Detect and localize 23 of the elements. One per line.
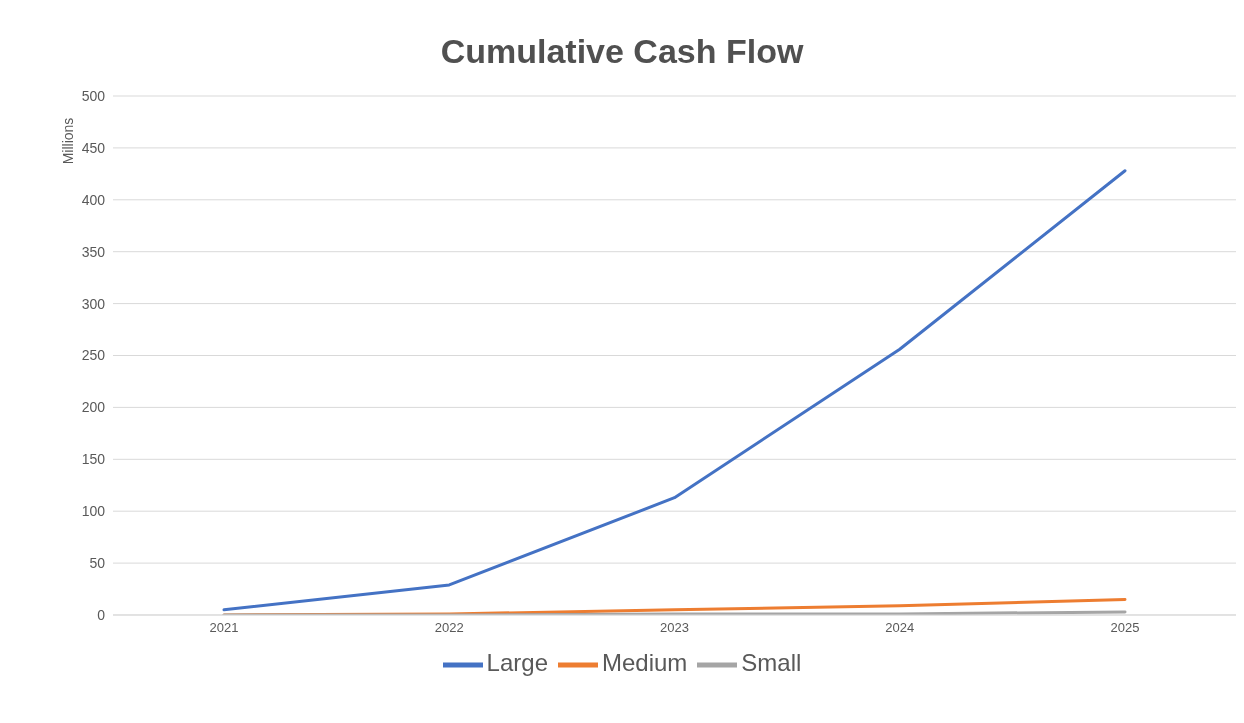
y-tick-label: 150 <box>81 451 106 468</box>
chart-title: Cumulative Cash Flow <box>439 31 805 72</box>
x-tick-label: 2023 <box>660 620 689 636</box>
y-tick-label: 100 <box>81 503 106 520</box>
legend-label: Large <box>486 649 548 677</box>
y-tick-label: 400 <box>81 191 106 208</box>
y-tick-label: 300 <box>81 295 106 312</box>
legend-label: Medium <box>602 649 688 677</box>
x-tick-label: 2025 <box>1110 620 1140 636</box>
x-tick-label: 2024 <box>885 620 915 636</box>
y-tick-label: 450 <box>81 139 106 156</box>
y-tick-label: 350 <box>81 243 106 260</box>
y-tick-label: 500 <box>81 87 106 104</box>
y-tick-label: 50 <box>89 555 106 572</box>
y-axis-title: Millions <box>59 117 76 165</box>
y-tick-label: 200 <box>81 399 106 416</box>
y-tick-label: 0 <box>97 606 106 623</box>
y-tick-label: 250 <box>81 347 106 364</box>
x-tick-label: 2021 <box>209 620 239 636</box>
x-tick-label: 2022 <box>434 620 464 636</box>
line-series <box>222 169 1127 612</box>
legend-label: Small <box>741 649 802 677</box>
line-series <box>222 597 1127 615</box>
